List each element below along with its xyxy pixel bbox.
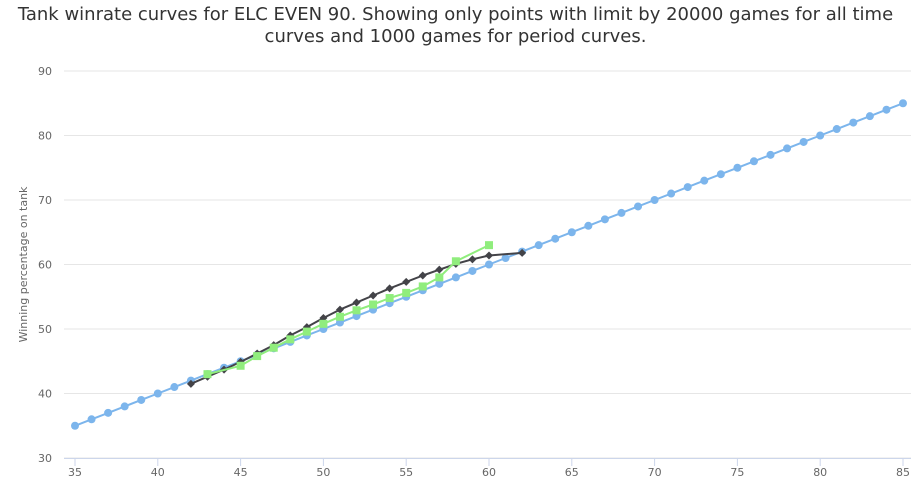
chart-title: Tank winrate curves for ELC EVEN 90. Sho… (0, 4, 911, 48)
data-point[interactable] (468, 255, 477, 264)
series-group (71, 99, 907, 430)
x-tick-label: 60 (482, 466, 496, 479)
data-point[interactable] (269, 343, 278, 352)
data-point[interactable] (385, 284, 394, 293)
data-point[interactable] (534, 241, 543, 250)
x-tick-label: 85 (896, 466, 910, 479)
data-point[interactable] (485, 251, 493, 260)
data-point[interactable] (120, 402, 129, 411)
data-point[interactable] (153, 389, 162, 398)
data-point[interactable] (137, 395, 146, 404)
y-tick-label: 50 (38, 323, 52, 336)
data-point[interactable] (402, 277, 411, 286)
data-point[interactable] (418, 282, 427, 291)
x-tick-label: 45 (234, 466, 248, 479)
data-point[interactable] (170, 383, 179, 392)
series-line (206, 244, 490, 376)
data-point[interactable] (783, 144, 792, 153)
data-point[interactable] (551, 234, 560, 243)
data-point[interactable] (186, 379, 195, 388)
data-point[interactable] (749, 157, 758, 166)
y-tick-label: 80 (38, 130, 52, 143)
x-tick-label: 80 (813, 466, 827, 479)
data-point[interactable] (567, 228, 576, 237)
data-point[interactable] (882, 105, 891, 114)
y-axis-title: Winning percentage on tank (17, 186, 30, 342)
data-point[interactable] (236, 361, 245, 370)
x-tick-label: 70 (648, 466, 662, 479)
data-point[interactable] (832, 125, 841, 134)
data-point[interactable] (501, 254, 510, 263)
data-point[interactable] (600, 215, 609, 224)
data-point[interactable] (352, 298, 361, 307)
data-point[interactable] (435, 273, 444, 282)
data-point[interactable] (716, 170, 725, 179)
data-point[interactable] (849, 118, 858, 127)
data-point[interactable] (286, 335, 295, 344)
data-point[interactable] (451, 273, 460, 282)
data-point[interactable] (766, 150, 775, 159)
data-point[interactable] (369, 291, 378, 300)
data-point[interactable] (104, 408, 113, 417)
y-tick-label: 70 (38, 194, 52, 207)
data-point[interactable] (634, 202, 643, 211)
data-point[interactable] (667, 189, 676, 198)
data-point[interactable] (683, 183, 692, 192)
data-point[interactable] (402, 288, 411, 297)
y-tick-label: 60 (38, 259, 52, 272)
data-point[interactable] (319, 319, 328, 328)
chart-title-line-2: curves and 1000 games for period curves. (264, 26, 647, 47)
data-point[interactable] (418, 271, 427, 280)
data-point[interactable] (369, 300, 378, 309)
x-tick-label: 55 (399, 466, 413, 479)
data-point[interactable] (468, 266, 477, 275)
data-point[interactable] (302, 327, 311, 336)
x-tick-label: 40 (151, 466, 165, 479)
data-point[interactable] (584, 221, 593, 230)
x-tick-label: 65 (565, 466, 579, 479)
data-point[interactable] (203, 370, 212, 379)
x-tick-label: 75 (730, 466, 744, 479)
y-tick-label: 40 (38, 388, 52, 401)
data-point[interactable] (650, 196, 659, 204)
data-point[interactable] (733, 163, 742, 172)
data-point[interactable] (485, 241, 493, 250)
data-point[interactable] (435, 265, 444, 274)
series-3 (203, 241, 493, 379)
data-point[interactable] (865, 112, 874, 121)
data-point[interactable] (385, 294, 394, 303)
data-point[interactable] (799, 137, 808, 146)
data-point[interactable] (335, 305, 344, 314)
y-tick-label: 90 (38, 65, 52, 78)
data-point[interactable] (71, 421, 79, 430)
data-point[interactable] (87, 415, 96, 424)
data-point[interactable] (518, 248, 527, 257)
data-point[interactable] (435, 279, 444, 288)
chart-title-line-1: Tank winrate curves for ELC EVEN 90. Sho… (17, 4, 894, 25)
x-tick-label: 35 (68, 466, 82, 479)
data-point[interactable] (485, 260, 493, 269)
data-point[interactable] (617, 208, 626, 217)
x-tick-label: 50 (316, 466, 330, 479)
data-point[interactable] (352, 306, 361, 315)
data-point[interactable] (700, 176, 709, 185)
data-point[interactable] (451, 257, 460, 266)
data-point[interactable] (253, 352, 262, 361)
data-point[interactable] (899, 99, 907, 108)
data-point[interactable] (335, 312, 344, 321)
axes: 30 40 50 60 70 80 90 35 40 45 50 55 60 65 70 75 80 85 Winn… (17, 65, 911, 479)
data-point[interactable] (816, 131, 825, 140)
y-tick-label: 30 (38, 452, 52, 465)
